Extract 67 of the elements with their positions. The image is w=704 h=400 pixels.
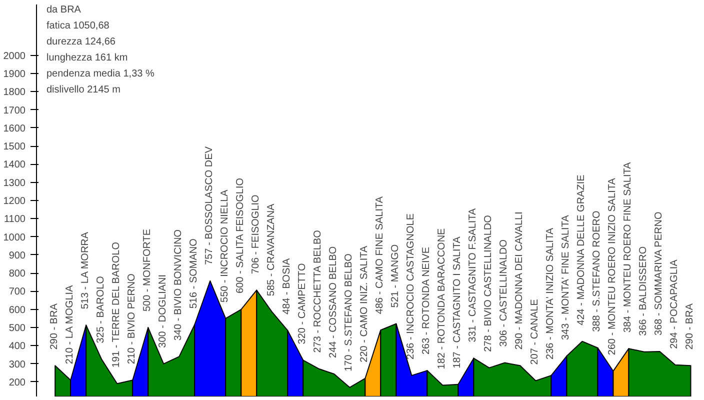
y-tick-label: 1700 — [3, 105, 26, 116]
x-tick-label: 366 - BALDISSERO — [638, 246, 650, 336]
x-tick-label: 757 - BOSSOLASCO DEV — [204, 146, 216, 265]
x-tick-label: 484 - BOSIA — [282, 258, 293, 314]
x-tick-label: 306 - CASTELLINALDO — [498, 239, 510, 347]
x-tick-label: 236 - INCROCIO CASTAGNOLE — [406, 213, 417, 360]
x-tick-label: 424 - MADONNA DELLE GRAZIE — [576, 174, 588, 326]
x-tick-label: 331 - CASTAGNITO F.SALITA — [468, 208, 479, 342]
x-tick-label: 263 - ROTONDA NEIVE — [421, 246, 432, 355]
annotation: fatica 1050,68 — [46, 20, 110, 32]
x-tick-label: 384 - MONTEU ROERO FINE SALITA — [622, 162, 634, 333]
x-tick-label: 294 - POCAPAGLIA — [669, 259, 680, 349]
x-tick-label: 513 - LA MORRA — [80, 232, 92, 310]
y-tick-label: 300 — [8, 359, 26, 370]
y-tick-label: 2000 — [3, 50, 26, 62]
x-tick-label: 516 - SOMANO — [188, 238, 200, 309]
x-tick-label: 191 - TERRE DEL BAROLO — [111, 242, 122, 368]
y-tick-label: 500 — [8, 323, 26, 334]
x-tick-label: 340 - BIVIO BONVICINO — [173, 229, 184, 341]
y-tick-label: 700 — [8, 286, 26, 298]
y-tick-label: 400 — [8, 341, 26, 352]
x-tick-label: 236 - MONTA' INIZIO SALITA — [545, 228, 556, 360]
x-tick-label: 220 - CAMO INIZ. SALITA — [359, 246, 370, 362]
annotation: durezza 124,66 — [46, 36, 116, 48]
x-tick-label: 368 - SOMMARIVA PERNO — [654, 212, 665, 336]
x-tick-label: 182 - ROTONDA BARACCONE — [436, 228, 448, 370]
y-tick-label: 800 — [8, 268, 26, 280]
x-tick-label: 207 - CANALE — [530, 298, 541, 365]
x-tick-label: 273 - ROCCHETTA BELBO — [312, 230, 324, 353]
y-tick-label: 900 — [8, 250, 26, 262]
annotation: da BRA — [46, 4, 82, 16]
x-tick-label: 260 - MONTEU ROERO INIZIO SALITA — [607, 178, 618, 356]
y-tick-label: 1400 — [3, 160, 26, 171]
x-tick-label: 706 - FEISOGLIO — [250, 194, 262, 274]
y-tick-label: 600 — [8, 304, 26, 316]
y-tick-label: 1100 — [4, 214, 26, 226]
x-tick-label: 585 - CRAVANZANA — [266, 203, 278, 296]
x-tick-label: 244 - COSSANO BELBO — [328, 246, 340, 358]
x-tick-label: 500 - MONFORTE — [142, 228, 154, 312]
annotation: dislivello 2145 m — [46, 84, 120, 96]
y-tick-label: 1500 — [3, 142, 26, 153]
x-tick-label: 278 - BIVIO CASTELLINALDO — [483, 214, 494, 352]
y-tick-label: 1000 — [3, 232, 26, 244]
x-tick-label: 600 - SALITA FEISOGLIO — [235, 178, 246, 294]
y-tick-label: 1600 — [3, 123, 26, 134]
x-tick-label: 550 - INCROCIO NIELLA — [220, 189, 231, 302]
x-tick-label: 521 - MANGO — [390, 244, 402, 308]
x-tick-label: 290 - MADONNA DEI CAVALLI — [514, 212, 526, 350]
x-tick-label: 486 - CAMO FINE SALITA — [374, 196, 386, 314]
x-tick-label: 320 - CAMPETTO — [297, 263, 308, 344]
annotation: pendenza media 1,33 % — [46, 68, 154, 80]
y-tick-label: 1300 — [3, 178, 26, 189]
x-tick-label: 170 - S.STEFANO BELBO — [344, 253, 355, 372]
x-tick-label: 300 - DOGLIANI — [158, 274, 169, 348]
x-tick-label: 187 - CASTAGNITO I SALITA — [452, 236, 464, 368]
annotation: lunghezza 161 km — [46, 52, 128, 64]
x-tick-label: 343 - MONTA' FINE SALITA — [560, 214, 572, 340]
y-tick-label: 200 — [8, 377, 26, 388]
x-tick-label: 290 - BRA — [684, 303, 696, 350]
x-tick-label: 290 - BRA — [49, 303, 60, 350]
y-tick-label: 1200 — [3, 196, 26, 207]
y-tick-label: 1900 — [3, 68, 26, 80]
x-tick-label: 210 - LA MOGLIA — [64, 284, 76, 364]
y-tick-label: 1800 — [3, 87, 26, 98]
x-tick-label: 325 - BAROLO — [96, 276, 107, 344]
x-tick-label: 388 - S.STEFANO ROERO — [592, 210, 603, 332]
x-tick-label: 210 - BIVIO PERNO — [126, 273, 138, 364]
